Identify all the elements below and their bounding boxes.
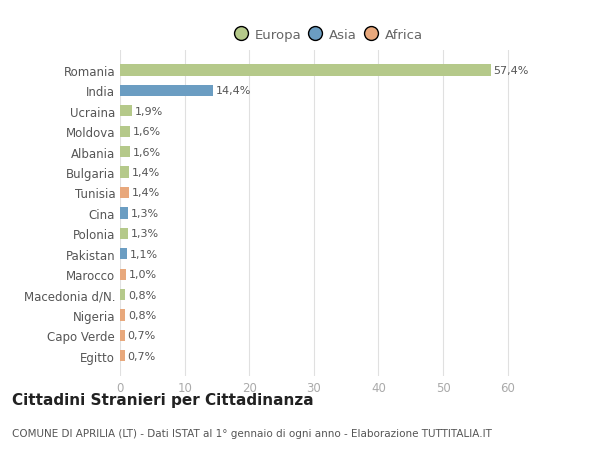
Text: 1,0%: 1,0% (129, 269, 157, 280)
Text: Cittadini Stranieri per Cittadinanza: Cittadini Stranieri per Cittadinanza (12, 392, 314, 407)
Text: 57,4%: 57,4% (493, 66, 529, 76)
Text: 1,1%: 1,1% (130, 249, 158, 259)
Text: 0,7%: 0,7% (127, 330, 155, 341)
Text: 14,4%: 14,4% (215, 86, 251, 96)
Bar (120, 187, 129, 199)
Bar (120, 350, 125, 362)
Text: 1,3%: 1,3% (131, 208, 159, 218)
Text: 1,3%: 1,3% (131, 229, 159, 239)
Bar (120, 330, 125, 341)
Text: 1,4%: 1,4% (131, 188, 160, 198)
Bar (120, 249, 127, 260)
Text: 1,6%: 1,6% (133, 127, 161, 137)
Text: COMUNE DI APRILIA (LT) - Dati ISTAT al 1° gennaio di ogni anno - Elaborazione TU: COMUNE DI APRILIA (LT) - Dati ISTAT al 1… (12, 428, 492, 438)
Bar (120, 167, 129, 178)
Bar (120, 228, 128, 240)
Bar (120, 289, 125, 301)
Bar (120, 126, 130, 138)
Bar (120, 65, 491, 77)
Text: 0,8%: 0,8% (128, 290, 156, 300)
Bar (120, 208, 128, 219)
Text: 0,8%: 0,8% (128, 310, 156, 320)
Text: 1,6%: 1,6% (133, 147, 161, 157)
Bar (120, 310, 125, 321)
Legend: Europa, Asia, Africa: Europa, Asia, Africa (233, 24, 427, 46)
Text: 1,9%: 1,9% (135, 106, 163, 117)
Bar (120, 269, 127, 280)
Text: 0,7%: 0,7% (127, 351, 155, 361)
Bar (120, 106, 132, 117)
Bar (120, 86, 213, 97)
Bar (120, 147, 130, 158)
Text: 1,4%: 1,4% (131, 168, 160, 178)
